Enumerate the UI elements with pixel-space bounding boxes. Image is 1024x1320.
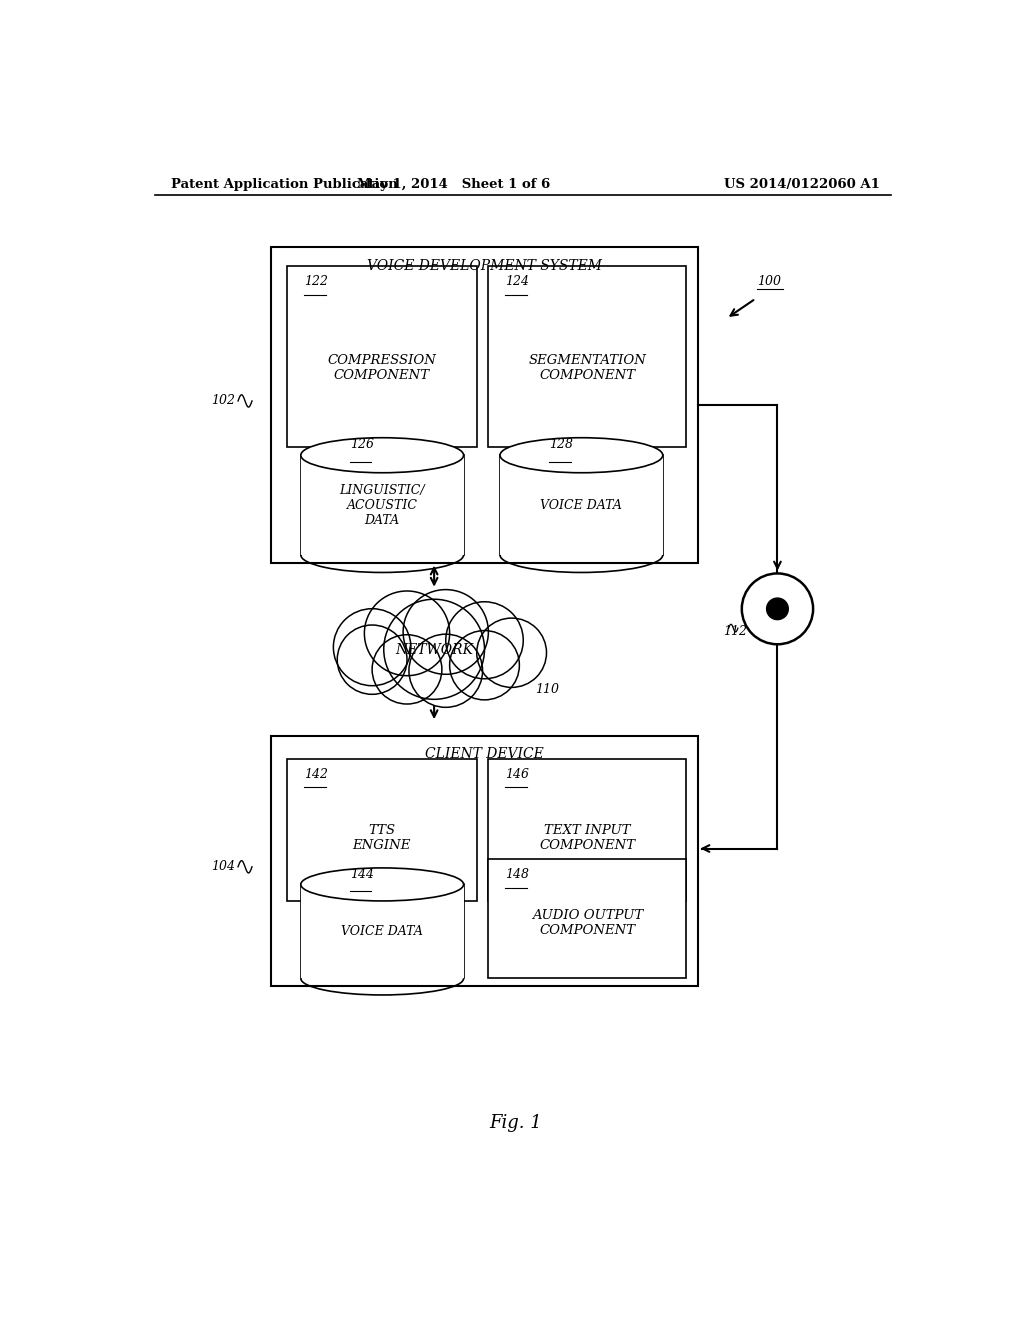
Text: NETWORK: NETWORK (395, 643, 473, 656)
Text: 104: 104 (211, 861, 234, 874)
Bar (301, 884, 464, 978)
Text: May 1, 2014   Sheet 1 of 6: May 1, 2014 Sheet 1 of 6 (357, 178, 550, 190)
Text: 110: 110 (535, 684, 559, 696)
Text: 146: 146 (506, 768, 529, 781)
Text: US 2014/0122060 A1: US 2014/0122060 A1 (724, 178, 880, 190)
Circle shape (334, 609, 411, 685)
FancyBboxPatch shape (488, 859, 686, 978)
Text: TEXT INPUT
COMPONENT: TEXT INPUT COMPONENT (539, 824, 635, 851)
Text: Patent Application Publication: Patent Application Publication (171, 178, 397, 190)
Text: 142: 142 (304, 768, 328, 781)
Text: 144: 144 (349, 869, 374, 880)
Text: 102: 102 (211, 395, 234, 408)
Text: AUDIO OUTPUT
COMPONENT: AUDIO OUTPUT COMPONENT (531, 908, 643, 937)
Text: CLIENT DEVICE: CLIENT DEVICE (425, 747, 544, 762)
Text: 148: 148 (506, 869, 529, 882)
FancyBboxPatch shape (287, 759, 477, 902)
Circle shape (372, 635, 442, 704)
Circle shape (477, 618, 547, 688)
Circle shape (741, 573, 813, 644)
FancyBboxPatch shape (488, 267, 686, 447)
Text: LINGUISTIC/
ACOUSTIC
DATA: LINGUISTIC/ ACOUSTIC DATA (339, 483, 425, 527)
Text: 124: 124 (506, 276, 529, 289)
Ellipse shape (301, 438, 464, 473)
FancyBboxPatch shape (488, 759, 686, 902)
Bar (500, 455, 663, 554)
Text: COMPRESSION
COMPONENT: COMPRESSION COMPONENT (328, 354, 436, 383)
Circle shape (403, 590, 488, 675)
Text: 126: 126 (349, 438, 374, 451)
Text: 112: 112 (723, 626, 748, 639)
Text: VOICE DEVELOPMENT SYSTEM: VOICE DEVELOPMENT SYSTEM (367, 259, 602, 272)
FancyBboxPatch shape (287, 267, 477, 447)
Bar (301, 455, 464, 554)
Circle shape (384, 599, 484, 700)
Circle shape (409, 634, 482, 708)
Circle shape (767, 598, 788, 619)
Text: 128: 128 (549, 438, 572, 451)
Ellipse shape (500, 438, 663, 473)
Text: 122: 122 (304, 276, 328, 289)
Text: Fig. 1: Fig. 1 (489, 1114, 542, 1133)
Circle shape (337, 626, 407, 694)
Text: TTS
ENGINE: TTS ENGINE (352, 824, 411, 851)
Ellipse shape (301, 869, 464, 902)
FancyBboxPatch shape (271, 247, 697, 562)
Circle shape (365, 591, 450, 676)
Text: VOICE DATA: VOICE DATA (541, 499, 623, 512)
Circle shape (445, 602, 523, 678)
Circle shape (450, 631, 519, 700)
Text: SEGMENTATION
COMPONENT: SEGMENTATION COMPONENT (528, 354, 646, 383)
FancyBboxPatch shape (271, 737, 697, 986)
Text: VOICE DATA: VOICE DATA (341, 925, 423, 939)
Text: 100: 100 (758, 275, 781, 288)
